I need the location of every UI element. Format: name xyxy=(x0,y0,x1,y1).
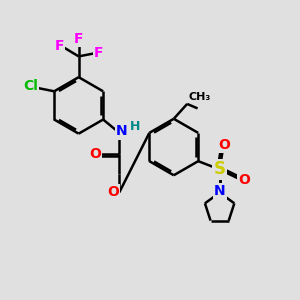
Text: S: S xyxy=(214,160,226,178)
Text: H: H xyxy=(130,120,140,133)
Text: N: N xyxy=(214,184,225,198)
Text: O: O xyxy=(238,173,250,187)
Text: CH₃: CH₃ xyxy=(188,92,211,101)
Text: F: F xyxy=(55,39,64,53)
Text: F: F xyxy=(94,46,103,60)
Text: Cl: Cl xyxy=(23,79,38,93)
Text: O: O xyxy=(107,185,119,199)
Text: F: F xyxy=(74,32,83,46)
Text: O: O xyxy=(89,147,101,161)
Text: N: N xyxy=(116,124,128,138)
Text: O: O xyxy=(218,138,230,152)
Text: N: N xyxy=(215,185,226,200)
